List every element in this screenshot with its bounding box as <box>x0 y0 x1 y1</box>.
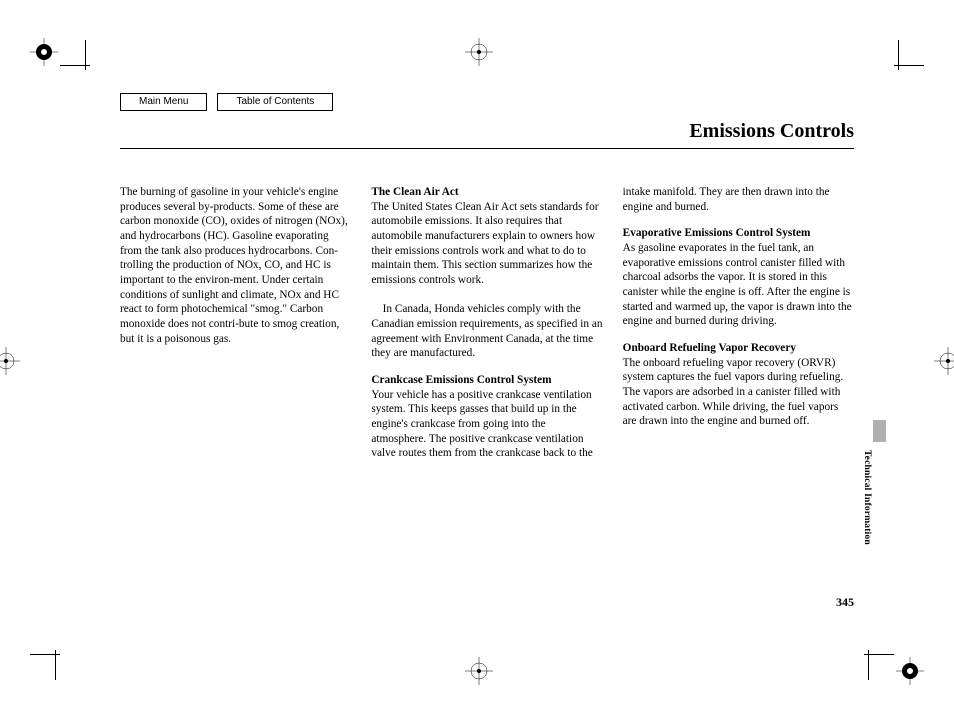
column-1: The burning of gasoline in your vehicle'… <box>120 185 351 461</box>
section-heading: Evaporative Emissions Control System <box>623 227 811 239</box>
registration-mark-icon <box>896 657 924 685</box>
column-2: The Clean Air Act The United States Clean… <box>371 185 602 461</box>
body-text: Evaporative Emissions Control System As g… <box>623 226 854 329</box>
page-number: 345 <box>836 595 854 610</box>
section-heading: Onboard Refueling Vapor Recovery <box>623 342 796 354</box>
body-text: intake manifold. They are then drawn int… <box>623 185 854 214</box>
section-heading: The Clean Air Act <box>371 186 458 198</box>
body-text: In Canada, Honda vehicles comply with th… <box>371 302 602 361</box>
registration-mark-icon <box>934 347 954 375</box>
column-3: intake manifold. They are then drawn int… <box>623 185 854 461</box>
content-columns: The burning of gasoline in your vehicle'… <box>120 185 854 461</box>
side-section-label: Technical Information <box>862 450 872 545</box>
title-rule <box>120 148 854 149</box>
registration-mark-icon <box>0 347 20 375</box>
toc-button[interactable]: Table of Contents <box>217 93 333 111</box>
body-text: The onboard refueling vapor recovery (OR… <box>623 357 844 428</box>
registration-mark-icon <box>30 38 58 66</box>
body-text: The Clean Air Act The United States Clean… <box>371 185 602 288</box>
body-text: The burning of gasoline in your vehicle'… <box>120 185 351 346</box>
nav-bar: Main Menu Table of Contents <box>120 93 333 111</box>
side-tab <box>873 420 886 442</box>
body-text: As gasoline evaporates in the fuel tank,… <box>623 242 852 327</box>
body-text: Crankcase Emissions Control System Your v… <box>371 373 602 461</box>
body-text: The United States Clean Air Act sets sta… <box>371 201 598 286</box>
section-heading: Crankcase Emissions Control System <box>371 374 551 386</box>
registration-mark-icon <box>465 38 493 66</box>
main-menu-button[interactable]: Main Menu <box>120 93 207 111</box>
registration-mark-icon <box>465 657 493 685</box>
page-title: Emissions Controls <box>689 120 854 143</box>
body-text: Your vehicle has a positive crankcase ve… <box>371 389 592 460</box>
body-text: Onboard Refueling Vapor Recovery The onbo… <box>623 341 854 429</box>
